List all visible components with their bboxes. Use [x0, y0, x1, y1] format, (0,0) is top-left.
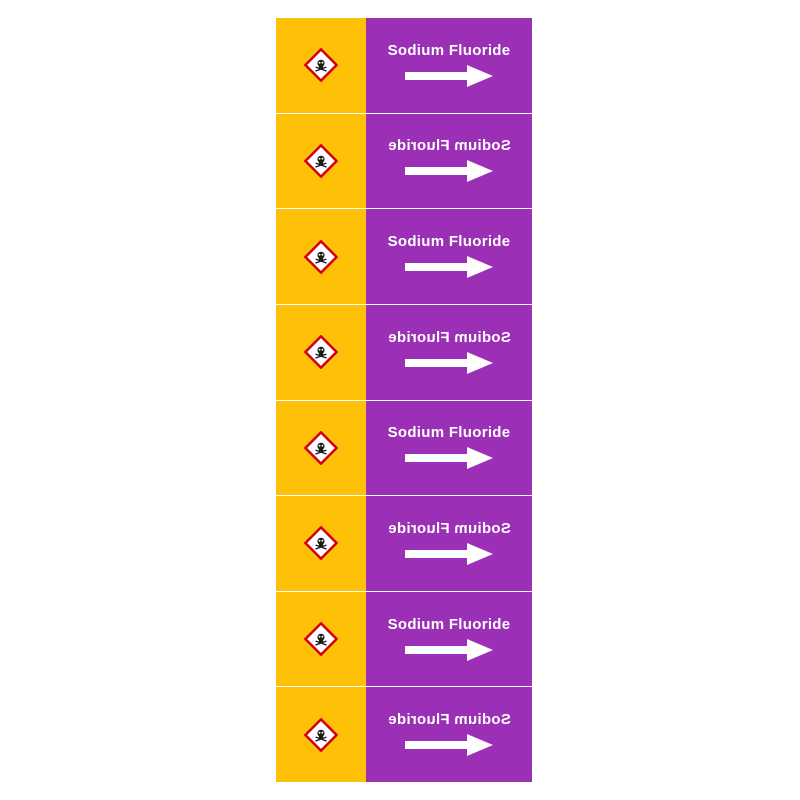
flow-arrow-icon	[399, 350, 499, 376]
label-panel: Sodium Fluoride	[366, 114, 532, 209]
hazard-panel	[276, 305, 366, 400]
hazard-panel	[276, 592, 366, 687]
ghs-toxic-icon	[304, 622, 338, 656]
pipe-marker: Sodium Fluoride	[276, 400, 532, 496]
pipe-marker: Sodium Fluoride	[276, 113, 532, 209]
arrow-wrap	[366, 350, 532, 376]
pipe-marker: Sodium Fluoride	[276, 18, 532, 113]
substance-label: Sodium Fluoride	[388, 329, 511, 346]
arrow-wrap	[366, 732, 532, 758]
ghs-toxic-icon	[304, 431, 338, 465]
hazard-panel	[276, 209, 366, 304]
ghs-toxic-icon	[304, 526, 338, 560]
substance-label: Sodium Fluoride	[388, 424, 511, 441]
pipe-marker: Sodium Fluoride	[276, 304, 532, 400]
substance-label: Sodium Fluoride	[388, 233, 511, 250]
flow-arrow-icon	[399, 445, 499, 471]
label-panel: Sodium Fluoride	[366, 209, 532, 304]
hazard-panel	[276, 496, 366, 591]
label-panel: Sodium Fluoride	[366, 496, 532, 591]
substance-label: Sodium Fluoride	[388, 520, 511, 537]
ghs-toxic-icon	[304, 718, 338, 752]
arrow-wrap	[366, 637, 532, 663]
pipe-marker: Sodium Fluoride	[276, 495, 532, 591]
substance-label: Sodium Fluoride	[388, 42, 511, 59]
flow-arrow-icon	[399, 158, 499, 184]
flow-arrow-icon	[399, 732, 499, 758]
canvas: Sodium Fluoride Sodium Fluoride	[0, 0, 800, 800]
label-panel: Sodium Fluoride	[366, 687, 532, 782]
arrow-wrap	[366, 254, 532, 280]
arrow-wrap	[366, 445, 532, 471]
flow-arrow-icon	[399, 541, 499, 567]
label-panel: Sodium Fluoride	[366, 401, 532, 496]
label-panel: Sodium Fluoride	[366, 592, 532, 687]
pipe-marker-stack: Sodium Fluoride Sodium Fluoride	[276, 18, 532, 782]
pipe-marker: Sodium Fluoride	[276, 591, 532, 687]
hazard-panel	[276, 114, 366, 209]
ghs-toxic-icon	[304, 144, 338, 178]
hazard-panel	[276, 687, 366, 782]
arrow-wrap	[366, 63, 532, 89]
label-panel: Sodium Fluoride	[366, 305, 532, 400]
hazard-panel	[276, 401, 366, 496]
pipe-marker: Sodium Fluoride	[276, 686, 532, 782]
flow-arrow-icon	[399, 254, 499, 280]
ghs-toxic-icon	[304, 240, 338, 274]
hazard-panel	[276, 18, 366, 113]
label-panel: Sodium Fluoride	[366, 18, 532, 113]
ghs-toxic-icon	[304, 335, 338, 369]
arrow-wrap	[366, 158, 532, 184]
substance-label: Sodium Fluoride	[388, 137, 511, 154]
flow-arrow-icon	[399, 63, 499, 89]
flow-arrow-icon	[399, 637, 499, 663]
arrow-wrap	[366, 541, 532, 567]
substance-label: Sodium Fluoride	[388, 616, 511, 633]
substance-label: Sodium Fluoride	[388, 711, 511, 728]
ghs-toxic-icon	[304, 48, 338, 82]
pipe-marker: Sodium Fluoride	[276, 208, 532, 304]
